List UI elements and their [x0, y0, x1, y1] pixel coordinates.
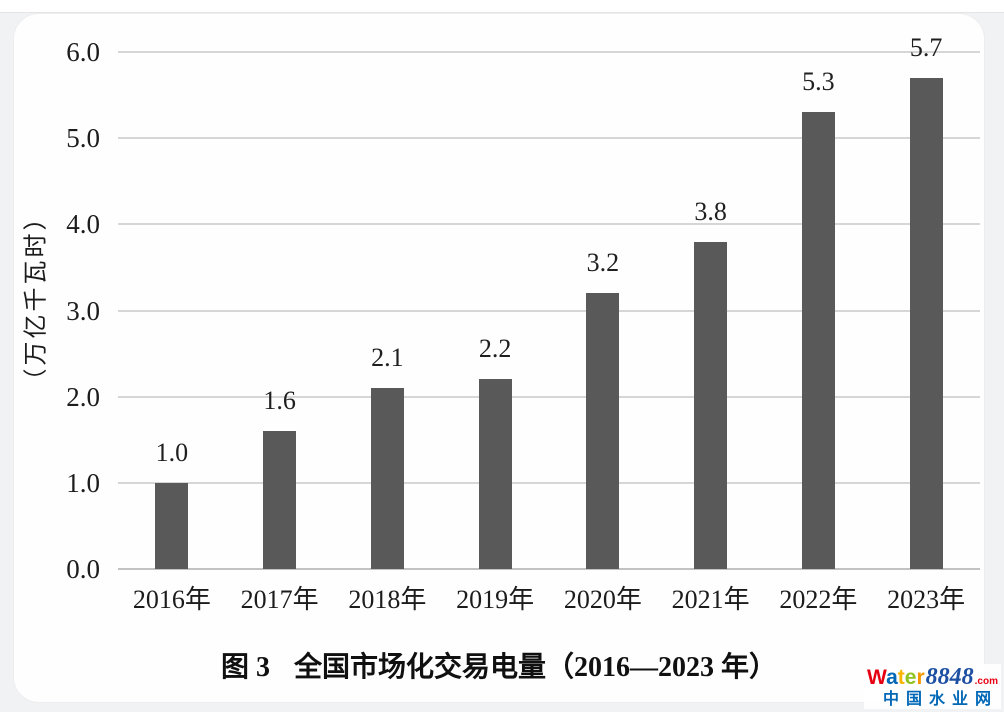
plot-area: 0.0 1.0 2.0 3.0 4.0 5.0 6.0 1.0 2016年 1.6 2017年 2.1… [66, 33, 980, 614]
gridline [118, 51, 980, 53]
figure-caption: 图 3 全国市场化交易电量（2016—2023 年） [14, 651, 984, 685]
watermark-subtitle: 中国水业网 [882, 691, 998, 708]
y-tick-label: 4.0 [66, 209, 100, 240]
y-tick-label: 1.0 [66, 467, 100, 498]
brand-letter: t [897, 666, 905, 689]
bar-value-label: 3.2 [586, 248, 620, 278]
y-tick-label: 0.0 [66, 554, 100, 584]
bar-value-label: 5.7 [909, 32, 943, 62]
figure-title-label: 全国市场化交易电量（2016—2023 年） [294, 652, 778, 683]
x-tick-label: 2018年 [348, 585, 427, 614]
bar [370, 388, 404, 569]
brand-number: 8848 [925, 664, 974, 690]
watermark-logo: Water 8848 .com 中国水业网 [864, 664, 1001, 709]
x-tick-label: 2021年 [671, 585, 750, 614]
brand-letter: a [886, 666, 898, 689]
x-tick-label: 2019年 [456, 585, 535, 614]
watermark-brand-line: Water 8848 .com [867, 665, 998, 689]
chart-figure-card: （万亿千瓦时） 0.0 1.0 2.0 3.0 4.0 5.0 6.0 1.0 2016年 1.6… [13, 13, 985, 703]
x-tick-label: 2017年 [240, 585, 319, 614]
x-tick-label: 2023年 [887, 585, 966, 614]
bar [909, 77, 943, 569]
brand-letter: e [904, 666, 917, 689]
bar-value-label: 5.3 [802, 67, 835, 97]
brand-letter: W [867, 666, 887, 689]
bar [478, 379, 512, 569]
brand-word: Water [867, 667, 925, 688]
x-tick-label: 2020年 [563, 585, 642, 614]
figure-number-label: 图 3 [220, 652, 270, 683]
bar-value-label: 1.6 [263, 386, 296, 416]
y-tick-label: 3.0 [66, 295, 100, 326]
gridline [118, 137, 980, 140]
bar [801, 112, 835, 569]
gridline [118, 309, 980, 312]
bar [263, 431, 297, 569]
gridline [118, 481, 980, 484]
y-tick-label: 6.0 [66, 37, 100, 67]
y-tick-label: 5.0 [66, 123, 100, 154]
x-tick-label: 2022年 [779, 585, 858, 614]
gridline [118, 395, 980, 398]
bar-value-label: 1.0 [155, 437, 189, 467]
x-axis-baseline [118, 568, 980, 570]
x-tick-label: 2016年 [132, 585, 211, 614]
y-tick-label: 2.0 [66, 381, 100, 412]
bar-value-label: 2.2 [478, 334, 512, 364]
brand-letter: r [916, 666, 925, 689]
bar [155, 482, 189, 569]
gridline [118, 223, 980, 226]
bar [694, 241, 728, 569]
brand-tld: .com [974, 676, 998, 687]
bar-value-label: 2.1 [371, 343, 404, 373]
bar-value-label: 3.8 [694, 196, 727, 226]
bar [586, 293, 620, 569]
